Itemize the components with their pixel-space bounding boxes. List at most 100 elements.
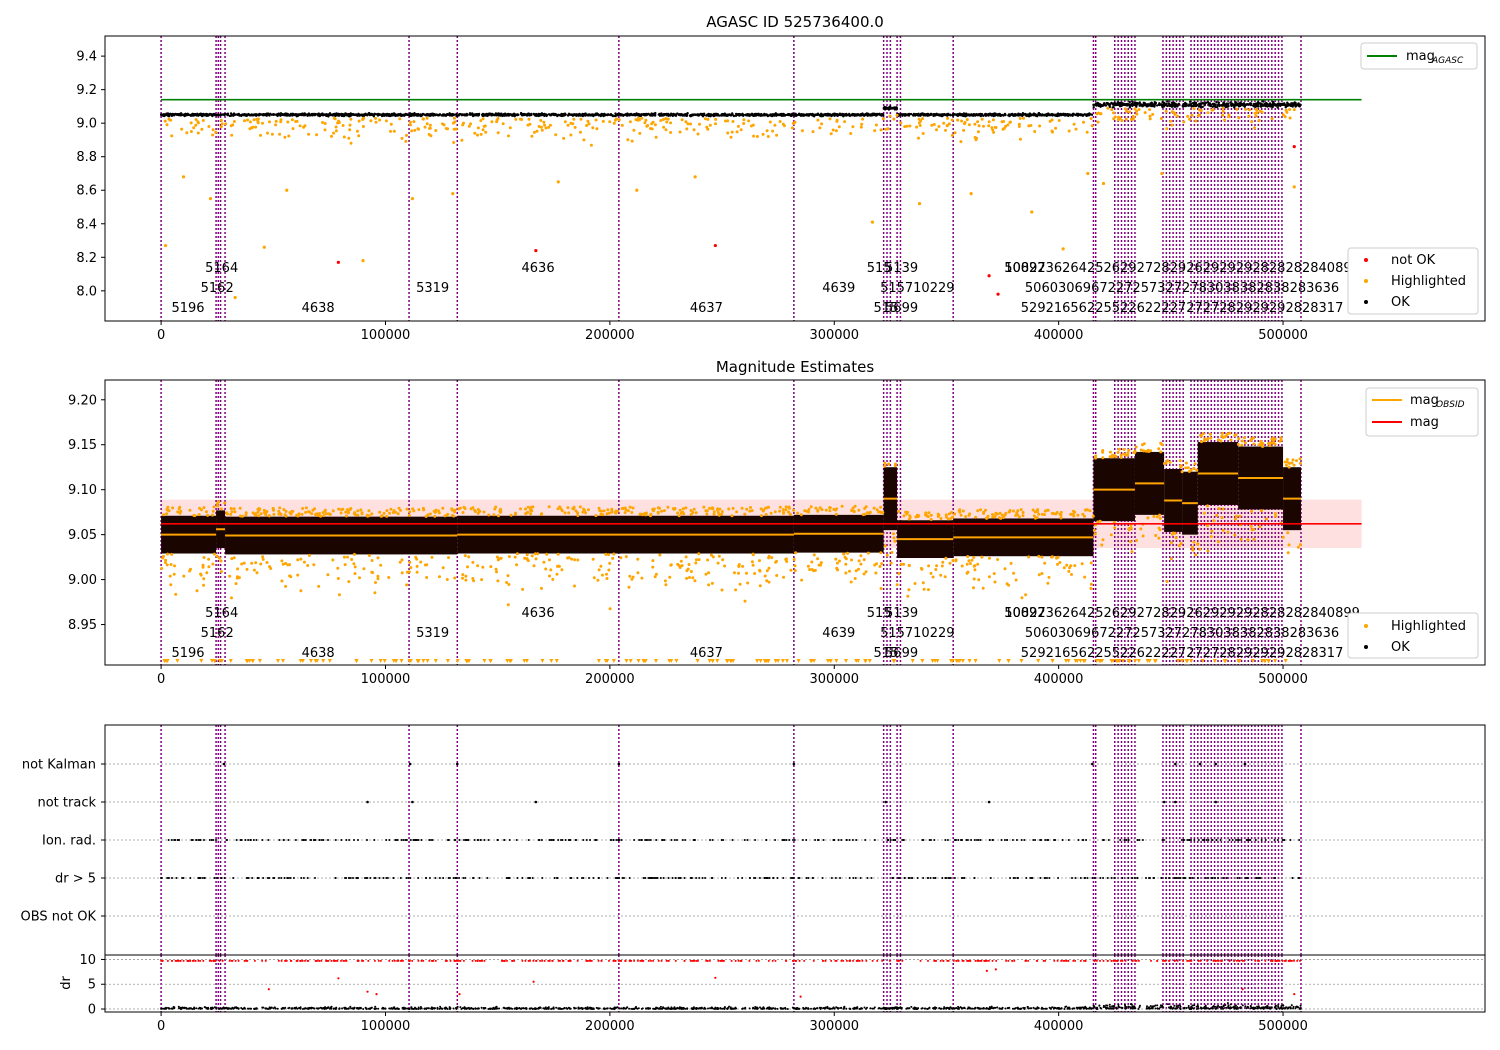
highlighted-point (548, 123, 552, 127)
highlighted-point (663, 579, 667, 583)
ok-point (485, 113, 488, 116)
ok-point (1131, 100, 1134, 104)
highlighted-point (446, 512, 450, 516)
ok-point (619, 113, 622, 116)
highlighted-point (1159, 117, 1163, 120)
highlighted-point (589, 143, 593, 147)
highlighted-point (189, 121, 193, 125)
highlighted-point (1096, 120, 1100, 124)
y-tick-label: 9.10 (68, 483, 97, 498)
highlighted-point (1040, 555, 1044, 559)
highlighted-point (1284, 463, 1288, 467)
highlighted-point (326, 573, 330, 577)
highlighted-point (586, 119, 590, 123)
highlighted-point (540, 586, 543, 590)
highlighted-point (916, 515, 920, 519)
clipped-marker (628, 659, 633, 663)
highlighted-point (944, 556, 948, 560)
highlighted-point (979, 508, 983, 512)
highlighted-point (519, 507, 522, 511)
ok-point (272, 113, 275, 117)
highlighted-point (576, 558, 580, 562)
highlighted-point (274, 119, 278, 123)
highlighted-point (361, 259, 365, 263)
highlighted-point (313, 507, 317, 511)
highlighted-point (202, 506, 206, 510)
ok-point (653, 112, 656, 116)
clipped-marker (315, 659, 320, 663)
ok-point (1034, 113, 1038, 117)
ok-point (1069, 113, 1072, 116)
highlighted-point (1017, 122, 1021, 126)
highlighted-point (824, 508, 828, 512)
highlighted-point (1084, 508, 1088, 512)
ok-point (1083, 113, 1086, 116)
ok-point (408, 114, 412, 118)
ok-point (525, 114, 529, 117)
highlighted-point (873, 129, 877, 133)
ok-point (240, 114, 243, 117)
highlighted-point (587, 122, 591, 126)
ok-point (336, 113, 339, 117)
ok-point (363, 114, 366, 117)
highlighted-point (215, 502, 219, 506)
highlighted-point (261, 121, 264, 125)
highlighted-point (228, 574, 232, 578)
ok-point (1289, 104, 1293, 107)
highlighted-point (651, 565, 655, 569)
highlighted-point (224, 122, 228, 126)
highlighted-point (1229, 438, 1233, 442)
highlighted-point (479, 119, 483, 123)
highlighted-point (425, 116, 429, 120)
highlighted-point (523, 556, 527, 560)
highlighted-point (566, 506, 570, 510)
clipped-marker (766, 659, 770, 663)
legend-mag-obsid-sub: OBSID (1436, 400, 1465, 410)
ok-point (364, 113, 368, 116)
ok-point (535, 114, 538, 117)
highlighted-point (341, 124, 345, 127)
ok-point (477, 113, 480, 116)
highlighted-point (346, 555, 349, 559)
highlighted-point (586, 508, 590, 512)
highlighted-point (878, 565, 882, 568)
highlighted-point (408, 560, 412, 564)
highlighted-point (638, 131, 642, 135)
highlighted-point (853, 577, 857, 580)
ok-point (1117, 102, 1120, 106)
highlighted-point (1170, 110, 1174, 114)
highlighted-point (1058, 512, 1062, 516)
ok-point (1052, 113, 1056, 116)
highlighted-point (1264, 517, 1268, 521)
ok-point (963, 114, 966, 117)
highlighted-point (709, 553, 713, 557)
highlighted-point (935, 128, 938, 132)
highlighted-point (216, 504, 220, 508)
highlighted-point (1227, 113, 1231, 117)
highlighted-point (164, 558, 168, 562)
highlighted-point (408, 510, 412, 514)
highlighted-point (895, 113, 899, 117)
ok-point (1128, 106, 1132, 109)
flag-point (873, 839, 876, 841)
highlighted-point (861, 117, 865, 121)
ok-point (617, 112, 620, 116)
highlighted-point (959, 513, 963, 517)
highlighted-point (548, 574, 551, 578)
highlighted-point (370, 559, 374, 562)
highlighted-point (676, 562, 680, 566)
highlighted-point (278, 506, 282, 510)
highlighted-point (415, 570, 419, 574)
highlighted-point (619, 556, 623, 560)
ok-point (1163, 103, 1166, 106)
clipped-marker (605, 659, 610, 663)
highlighted-point (991, 128, 995, 132)
highlighted-point (549, 568, 553, 572)
ok-point (919, 114, 922, 117)
highlighted-point (742, 118, 746, 122)
ok-point (184, 113, 188, 116)
obsid-label: 10892 (1004, 261, 1045, 276)
highlighted-point (342, 555, 346, 559)
highlighted-point (959, 140, 963, 144)
clipped-marker (165, 659, 170, 663)
